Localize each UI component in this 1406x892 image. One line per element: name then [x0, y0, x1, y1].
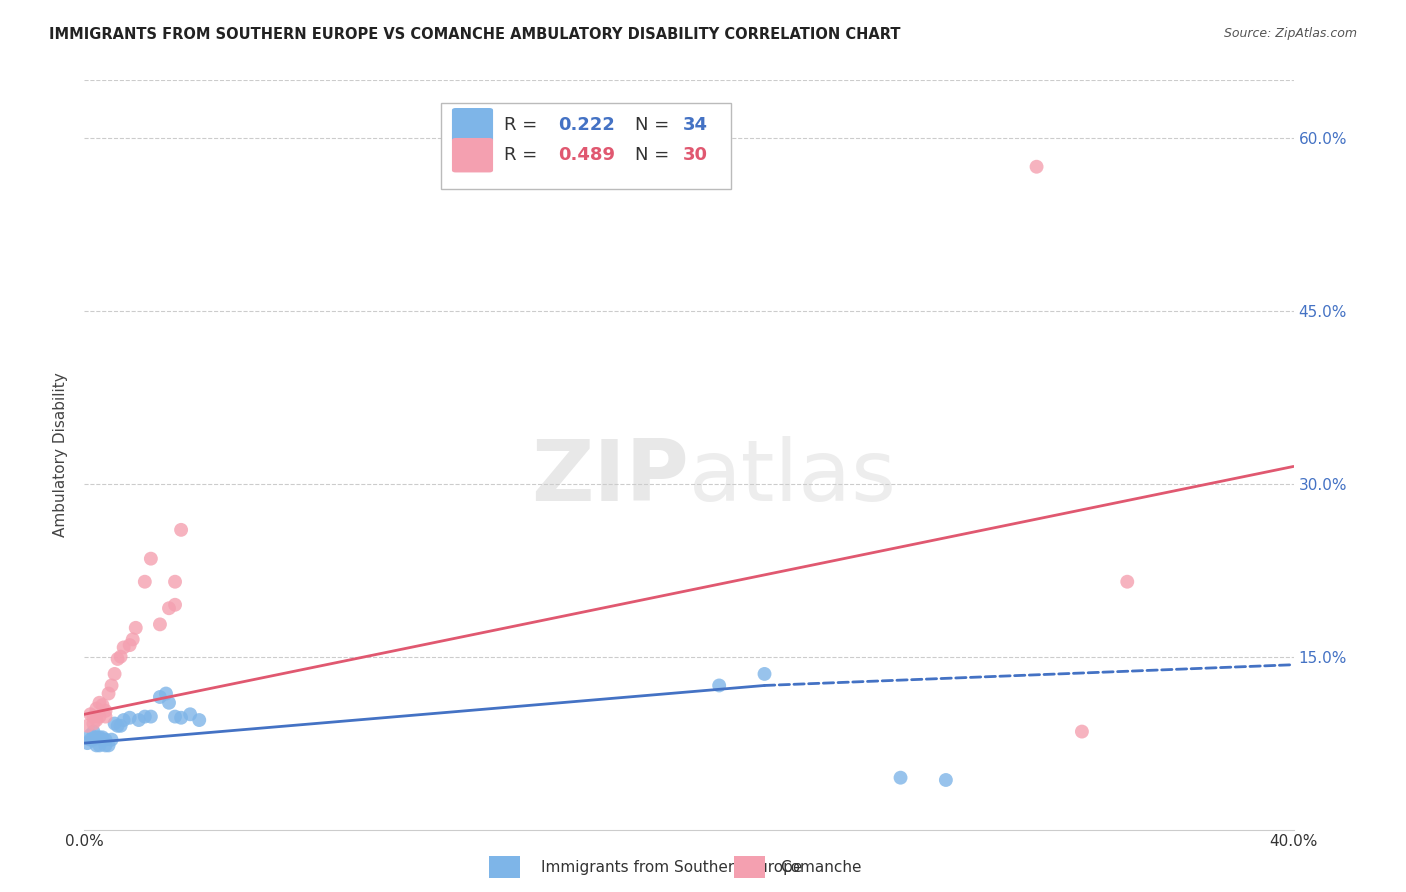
Text: ZIP: ZIP: [531, 436, 689, 519]
Point: [91, 698, 114, 712]
Text: Comanche: Comanche: [780, 860, 862, 874]
Point: [165, 598, 187, 612]
Point: [94, 732, 117, 747]
Point: [139, 709, 162, 723]
Point: [76, 719, 98, 733]
Point: [104, 667, 127, 681]
Point: [112, 713, 135, 727]
Point: [94, 709, 117, 723]
Point: [118, 711, 141, 725]
Point: [94, 739, 117, 753]
Text: Source: ZipAtlas.com: Source: ZipAtlas.com: [1223, 27, 1357, 40]
Point: [94, 704, 117, 718]
Text: N =: N =: [634, 116, 675, 134]
Point: [149, 617, 172, 632]
Point: [1071, 724, 1094, 739]
Point: [104, 716, 127, 731]
Point: [107, 719, 129, 733]
Point: [170, 711, 193, 725]
Text: R =: R =: [503, 146, 543, 164]
Point: [709, 678, 731, 692]
Point: [97, 687, 120, 701]
Text: IMMIGRANTS FROM SOUTHERN EUROPE VS COMANCHE AMBULATORY DISABILITY CORRELATION CH: IMMIGRANTS FROM SOUTHERN EUROPE VS COMAN…: [49, 27, 901, 42]
Point: [89, 731, 111, 745]
Point: [86, 739, 108, 753]
Point: [79, 728, 101, 742]
Point: [134, 709, 156, 723]
Point: [82, 709, 104, 723]
Point: [82, 716, 104, 731]
Point: [100, 732, 122, 747]
Point: [890, 771, 912, 785]
Point: [118, 638, 141, 652]
Point: [157, 601, 180, 615]
Point: [134, 574, 156, 589]
Point: [91, 732, 114, 747]
Point: [121, 632, 143, 647]
Text: Immigrants from Southern Europe: Immigrants from Southern Europe: [541, 860, 803, 874]
Point: [107, 652, 129, 666]
Text: atlas: atlas: [689, 436, 897, 519]
Point: [139, 551, 162, 566]
Point: [149, 690, 172, 704]
Point: [170, 523, 193, 537]
Point: [1025, 160, 1047, 174]
Point: [179, 707, 201, 722]
Text: 0.489: 0.489: [558, 146, 616, 164]
Text: R =: R =: [503, 116, 543, 134]
Point: [76, 736, 98, 750]
Text: N =: N =: [634, 146, 675, 164]
Text: 34: 34: [683, 116, 707, 134]
Point: [82, 732, 104, 747]
Point: [110, 719, 132, 733]
Point: [128, 713, 150, 727]
Point: [155, 687, 177, 701]
Point: [100, 678, 122, 692]
Y-axis label: Ambulatory Disability: Ambulatory Disability: [53, 373, 69, 537]
Text: 30: 30: [683, 146, 707, 164]
Point: [82, 724, 104, 739]
Point: [86, 713, 108, 727]
Point: [86, 731, 108, 745]
Point: [157, 696, 180, 710]
FancyBboxPatch shape: [441, 103, 731, 189]
Point: [112, 640, 135, 655]
Point: [935, 772, 957, 787]
Point: [754, 667, 776, 681]
FancyBboxPatch shape: [451, 138, 494, 172]
Point: [79, 732, 101, 747]
Point: [110, 649, 132, 664]
Point: [165, 709, 187, 723]
Point: [91, 731, 114, 745]
Point: [1116, 574, 1139, 589]
Point: [89, 696, 111, 710]
FancyBboxPatch shape: [451, 108, 494, 143]
Point: [89, 739, 111, 753]
Point: [188, 713, 211, 727]
Point: [165, 574, 187, 589]
Text: 0.222: 0.222: [558, 116, 616, 134]
Point: [86, 701, 108, 715]
Point: [125, 621, 148, 635]
Point: [97, 739, 120, 753]
Point: [89, 709, 111, 723]
Point: [79, 707, 101, 722]
